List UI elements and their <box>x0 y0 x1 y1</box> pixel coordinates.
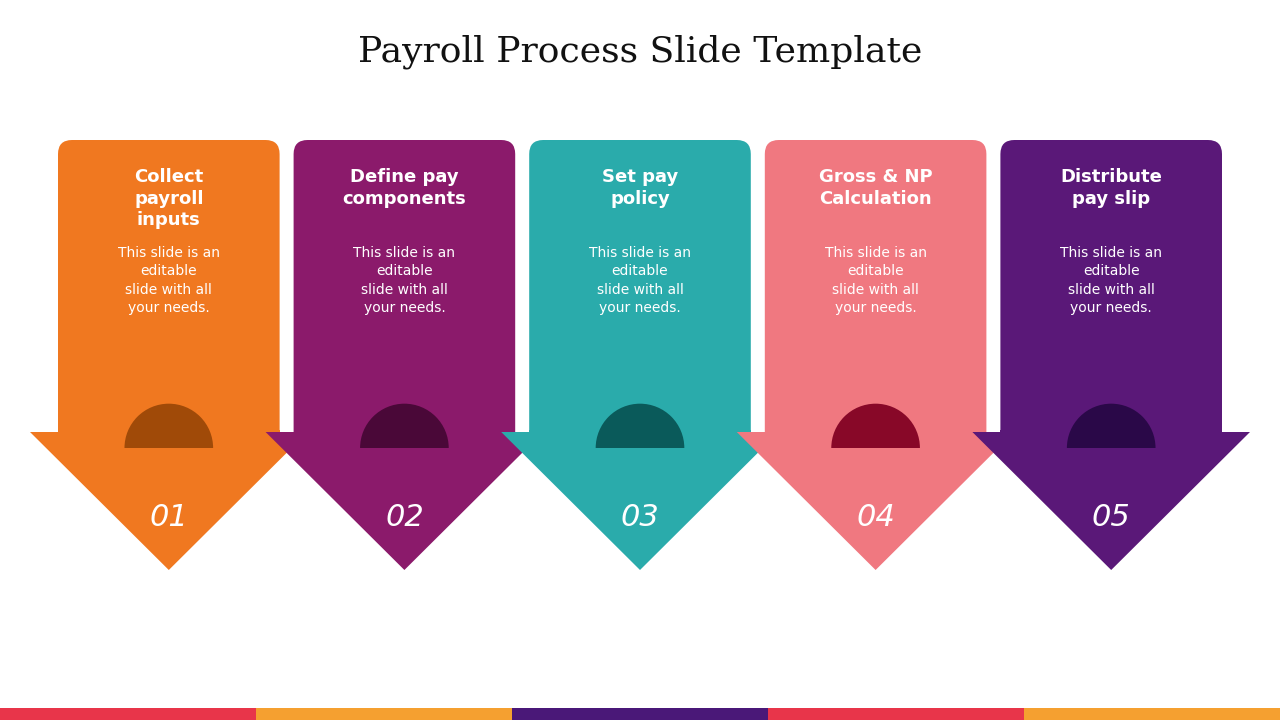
Wedge shape <box>124 404 212 448</box>
Bar <box>58 430 279 452</box>
FancyBboxPatch shape <box>1001 140 1222 450</box>
Text: 05: 05 <box>1092 503 1130 533</box>
Text: This slide is an
editable
slide with all
your needs.: This slide is an editable slide with all… <box>353 246 456 315</box>
Bar <box>1001 430 1222 452</box>
Bar <box>512 708 768 720</box>
Text: Define pay
components: Define pay components <box>343 168 466 207</box>
Bar <box>768 708 1024 720</box>
Bar <box>0 708 256 720</box>
FancyBboxPatch shape <box>58 140 279 450</box>
Text: 04: 04 <box>856 503 895 533</box>
FancyBboxPatch shape <box>293 140 516 450</box>
Wedge shape <box>595 404 685 448</box>
FancyBboxPatch shape <box>529 140 751 450</box>
Polygon shape <box>266 432 543 570</box>
Polygon shape <box>29 432 307 570</box>
Text: Payroll Process Slide Template: Payroll Process Slide Template <box>358 35 922 69</box>
Bar <box>765 430 987 452</box>
Text: This slide is an
editable
slide with all
your needs.: This slide is an editable slide with all… <box>1060 246 1162 315</box>
Wedge shape <box>360 404 449 448</box>
Bar <box>293 430 516 452</box>
Text: This slide is an
editable
slide with all
your needs.: This slide is an editable slide with all… <box>118 246 220 315</box>
Bar <box>529 430 751 452</box>
Text: Collect
payroll
inputs: Collect payroll inputs <box>134 168 204 229</box>
Polygon shape <box>502 432 778 570</box>
Wedge shape <box>831 404 920 448</box>
Text: Distribute
pay slip: Distribute pay slip <box>1060 168 1162 207</box>
Text: This slide is an
editable
slide with all
your needs.: This slide is an editable slide with all… <box>589 246 691 315</box>
Polygon shape <box>737 432 1014 570</box>
Text: 03: 03 <box>621 503 659 533</box>
Text: This slide is an
editable
slide with all
your needs.: This slide is an editable slide with all… <box>824 246 927 315</box>
Wedge shape <box>1068 404 1156 448</box>
Text: Gross & NP
Calculation: Gross & NP Calculation <box>819 168 932 207</box>
Text: Set pay
policy: Set pay policy <box>602 168 678 207</box>
FancyBboxPatch shape <box>765 140 987 450</box>
Text: 02: 02 <box>385 503 424 533</box>
Bar <box>256 708 512 720</box>
Text: 01: 01 <box>150 503 188 533</box>
Bar <box>1024 708 1280 720</box>
Polygon shape <box>973 432 1251 570</box>
